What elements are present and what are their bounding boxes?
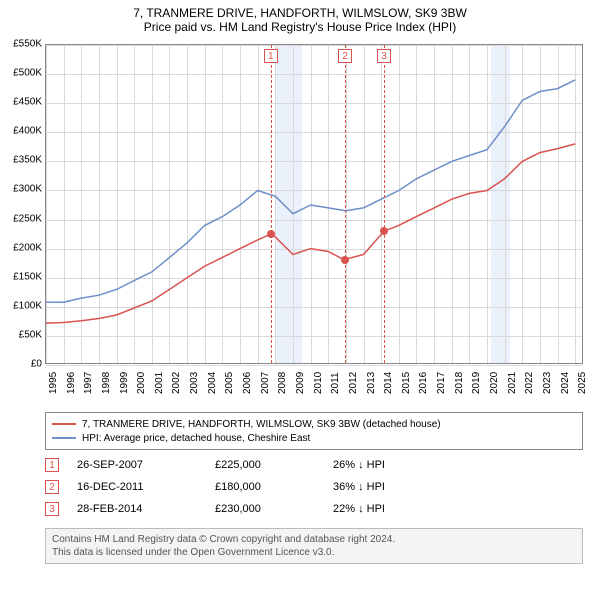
x-axis-label: 2015 [401,372,412,394]
sale-point-marker [267,230,275,238]
x-axis-label: 2008 [277,372,288,394]
legend-row: 7, TRANMERE DRIVE, HANDFORTH, WILMSLOW, … [52,417,576,431]
x-axis-label: 1996 [66,372,77,394]
table-row: 2 16-DEC-2011 £180,000 36% ↓ HPI [45,476,583,498]
x-axis-label: 2005 [224,372,235,394]
y-axis-label: £500K [2,68,42,79]
x-axis-label: 2023 [542,372,553,394]
sale-date: 28-FEB-2014 [77,503,197,515]
legend-box: 7, TRANMERE DRIVE, HANDFORTH, WILMSLOW, … [45,412,583,450]
sale-point-marker [380,227,388,235]
legend-label-hpi: HPI: Average price, detached house, Ches… [82,433,310,444]
x-axis-label: 2006 [242,372,253,394]
sale-date: 16-DEC-2011 [77,481,197,493]
line-plot-svg [46,45,582,363]
legend-swatch-property [52,423,76,425]
x-axis-label: 2012 [348,372,359,394]
x-axis-label: 1995 [48,372,59,394]
y-axis-label: £250K [2,213,42,224]
x-axis-label: 2010 [313,372,324,394]
x-axis-label: 1998 [101,372,112,394]
sale-price: £230,000 [215,503,315,515]
y-axis-label: £50K [2,329,42,340]
sale-point-marker [341,256,349,264]
x-axis-label: 2000 [136,372,147,394]
footer-attribution: Contains HM Land Registry data © Crown c… [45,528,583,564]
legend-swatch-hpi [52,437,76,439]
sale-diff: 36% ↓ HPI [333,481,453,493]
sale-badge: 3 [45,502,59,516]
x-axis-label: 2025 [577,372,588,394]
sale-date: 26-SEP-2007 [77,459,197,471]
y-axis-label: £450K [2,97,42,108]
y-axis-label: £0 [2,359,42,370]
table-row: 3 28-FEB-2014 £230,000 22% ↓ HPI [45,498,583,520]
footer-line2: This data is licensed under the Open Gov… [52,546,576,559]
x-axis-label: 1997 [83,372,94,394]
x-axis-label: 2007 [260,372,271,394]
sale-diff: 22% ↓ HPI [333,503,453,515]
x-axis-label: 1999 [119,372,130,394]
x-axis-label: 2003 [189,372,200,394]
x-axis-label: 2024 [560,372,571,394]
sale-badge: 1 [45,458,59,472]
title-line2: Price paid vs. HM Land Registry's House … [0,20,600,34]
x-axis-label: 2014 [383,372,394,394]
x-axis-label: 2020 [489,372,500,394]
y-axis-label: £550K [2,39,42,50]
chart-plot-area: 1 2 3 [45,44,583,364]
x-axis-label: 2013 [366,372,377,394]
y-axis-label: £350K [2,155,42,166]
y-axis-label: £400K [2,126,42,137]
legend-label-property: 7, TRANMERE DRIVE, HANDFORTH, WILMSLOW, … [82,419,441,430]
chart-container: 7, TRANMERE DRIVE, HANDFORTH, WILMSLOW, … [0,0,600,590]
x-axis-label: 2001 [154,372,165,394]
x-axis-label: 2017 [436,372,447,394]
title-block: 7, TRANMERE DRIVE, HANDFORTH, WILMSLOW, … [0,0,600,36]
x-axis-label: 2016 [418,372,429,394]
x-axis-label: 2009 [295,372,306,394]
x-axis-label: 2019 [471,372,482,394]
sale-marker-badge: 1 [264,49,278,63]
x-axis-label: 2018 [454,372,465,394]
table-row: 1 26-SEP-2007 £225,000 26% ↓ HPI [45,454,583,476]
sale-price: £225,000 [215,459,315,471]
sale-badge: 2 [45,480,59,494]
footer-line1: Contains HM Land Registry data © Crown c… [52,533,576,546]
x-axis-label: 2022 [524,372,535,394]
sale-diff: 26% ↓ HPI [333,459,453,471]
y-axis-label: £100K [2,300,42,311]
y-axis-label: £300K [2,184,42,195]
x-axis-label: 2004 [207,372,218,394]
sales-table: 1 26-SEP-2007 £225,000 26% ↓ HPI 2 16-DE… [45,454,583,520]
y-axis-label: £150K [2,271,42,282]
x-axis-label: 2021 [507,372,518,394]
sale-marker-badge: 2 [338,49,352,63]
sale-marker-badge: 3 [377,49,391,63]
y-axis-label: £200K [2,242,42,253]
title-line1: 7, TRANMERE DRIVE, HANDFORTH, WILMSLOW, … [0,6,600,20]
x-axis-label: 2011 [330,372,341,394]
legend-row: HPI: Average price, detached house, Ches… [52,431,576,445]
x-axis-label: 2002 [171,372,182,394]
sale-price: £180,000 [215,481,315,493]
